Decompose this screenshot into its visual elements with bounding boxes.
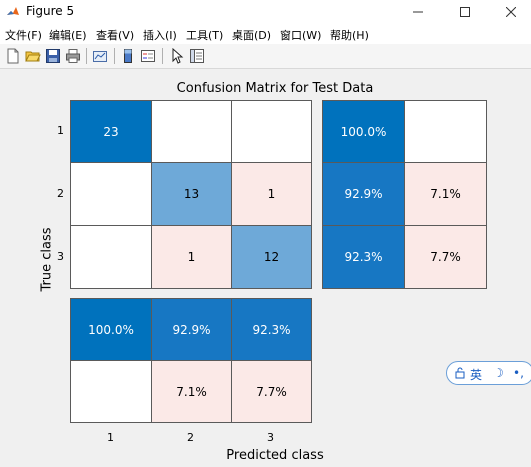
col-summary-1-correct: 100.0% [70,298,152,361]
row-summary-3-correct: 92.3% [322,225,405,289]
cell-value: 7.7% [430,250,461,264]
link-plot-icon[interactable] [92,48,108,64]
matrix-cell-2-2: 13 [151,162,232,226]
cell-value: 7.1% [430,187,461,201]
minimize-icon [413,11,423,13]
pointer-arrow-icon[interactable] [169,48,185,64]
y-axis-label: True class [39,227,55,292]
row-summary-1-correct: 100.0% [322,100,405,163]
menu-tools[interactable]: 工具(T) [186,29,224,42]
x-tick-label: 3 [267,431,274,444]
new-file-icon[interactable] [5,48,21,64]
title-bar: Figure 5 [0,0,531,24]
y-tick-label: 2 [57,187,64,200]
row-summary-1-incorrect [404,100,487,163]
y-tick-label: 1 [57,124,64,137]
menu-insert[interactable]: 插入(I) [143,29,177,42]
matrix-cell-3-3: 12 [231,225,312,289]
toolbar-separator [86,48,87,64]
cell-value: 100.0% [340,124,387,139]
x-tick-label: 2 [187,431,194,444]
menu-file[interactable]: 文件(F) [5,29,42,42]
lock-icon [455,367,465,379]
ime-language-label[interactable]: 英 [470,368,483,382]
toolbar-separator [114,48,115,64]
open-folder-icon[interactable] [25,48,41,64]
menu-view[interactable]: 查看(V) [96,29,135,42]
cell-value: 92.9% [172,322,211,337]
matrix-cell-1-3 [231,100,312,163]
moon-icon[interactable]: ☽ [493,366,504,380]
cell-value: 92.3% [252,322,291,337]
print-icon[interactable] [65,48,81,64]
matrix-cell-3-2: 1 [151,225,232,289]
maximize-icon [460,7,470,17]
matrix-cell-2-3: 1 [231,162,312,226]
col-summary-2-incorrect: 7.1% [151,360,232,423]
matlab-icon [7,7,19,15]
menu-window[interactable]: 窗口(W) [280,29,322,42]
matrix-cell-3-1 [70,225,152,289]
colorbar-icon[interactable] [120,48,136,64]
row-summary-2-incorrect: 7.1% [404,162,487,226]
punctuation-icon[interactable]: •, [513,366,524,380]
menu-bar: 文件(F) 编辑(E) 查看(V) 插入(I) 工具(T) 桌面(D) 窗口(W… [0,24,531,44]
menu-desktop[interactable]: 桌面(D) [232,29,272,42]
col-summary-3-incorrect: 7.7% [231,360,312,423]
cell-value: 7.7% [256,384,287,399]
close-button[interactable] [492,0,530,24]
y-tick-label: 3 [57,250,64,263]
save-icon[interactable] [45,48,61,64]
toolbar [0,44,531,69]
maximize-button[interactable] [446,0,484,24]
minimize-button[interactable] [399,0,437,24]
matrix-cell-1-2 [151,100,232,163]
cell-value: 12 [263,250,280,264]
legend-icon[interactable] [140,48,156,64]
menu-help[interactable]: 帮助(H) [330,29,369,42]
row-summary-3-incorrect: 7.7% [404,225,487,289]
ime-toolbar[interactable]: 英 ☽ •, [446,361,531,385]
cell-value: 1 [187,250,196,264]
close-icon [506,7,516,17]
cell-value: 13 [183,187,200,201]
cell-value: 23 [103,124,119,139]
col-summary-1-incorrect [70,360,152,423]
x-axis-label: Predicted class [226,448,324,463]
toolbar-separator [162,48,163,64]
plot-title: Confusion Matrix for Test Data [176,81,374,96]
window-title: Figure 5 [26,4,75,18]
row-summary-2-correct: 92.9% [322,162,405,226]
cell-value: 92.3% [344,250,383,264]
matrix-cell-1-1: 23 [70,100,152,163]
cell-value: 100.0% [88,322,134,337]
menu-edit[interactable]: 编辑(E) [49,29,87,42]
col-summary-2-correct: 92.9% [151,298,232,361]
cell-value: 1 [267,187,276,201]
x-tick-label: 1 [107,431,114,444]
matrix-cell-2-1 [70,162,152,226]
property-editor-icon[interactable] [189,48,205,64]
cell-value: 7.1% [176,384,207,399]
col-summary-3-correct: 92.3% [231,298,312,361]
cell-value: 92.9% [344,187,383,201]
